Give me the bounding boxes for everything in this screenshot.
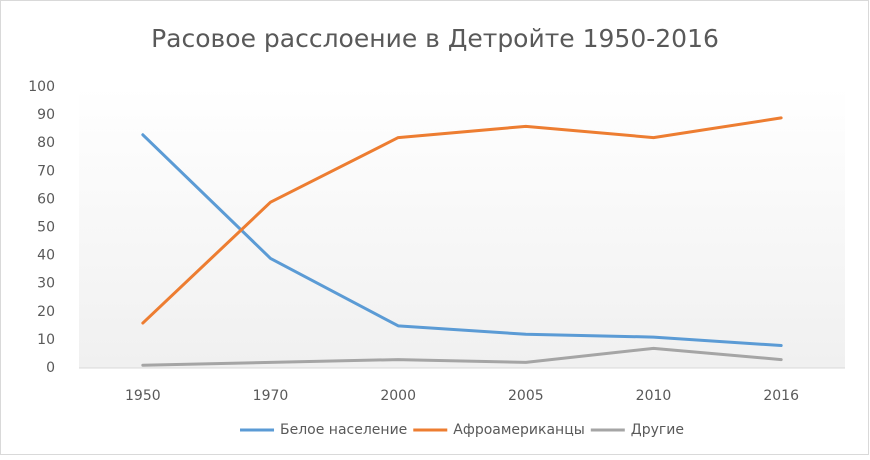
y-tick-label: 80: [37, 135, 55, 151]
y-tick-label: 70: [37, 163, 55, 179]
y-tick-label: 0: [46, 360, 55, 376]
y-tick-label: 30: [37, 276, 55, 292]
x-tick-label: 2016: [763, 388, 799, 404]
y-tick-label: 10: [37, 332, 55, 348]
chart-title: Расовое расслоение в Детройте 1950-2016: [151, 24, 719, 53]
plot-area: [79, 87, 845, 368]
y-tick-label: 20: [37, 304, 55, 320]
legend-label: Афроамериканцы: [453, 422, 585, 438]
x-tick-label: 2000: [380, 388, 416, 404]
y-tick-label: 90: [37, 107, 55, 123]
y-tick-label: 60: [37, 191, 55, 207]
series-line: [141, 346, 783, 367]
y-tick-label: 40: [37, 248, 55, 264]
legend-label: Другие: [631, 422, 684, 438]
x-tick-label: 1970: [253, 388, 289, 404]
y-tick-label: 100: [28, 79, 55, 95]
series-line: [141, 133, 783, 348]
x-tick-label: 2010: [636, 388, 672, 404]
x-tick-label: 1950: [125, 388, 161, 404]
series-line: [141, 116, 783, 325]
x-tick-label: 2005: [508, 388, 544, 404]
y-tick-label: 50: [37, 220, 55, 236]
legend-label: Белое население: [280, 422, 407, 438]
